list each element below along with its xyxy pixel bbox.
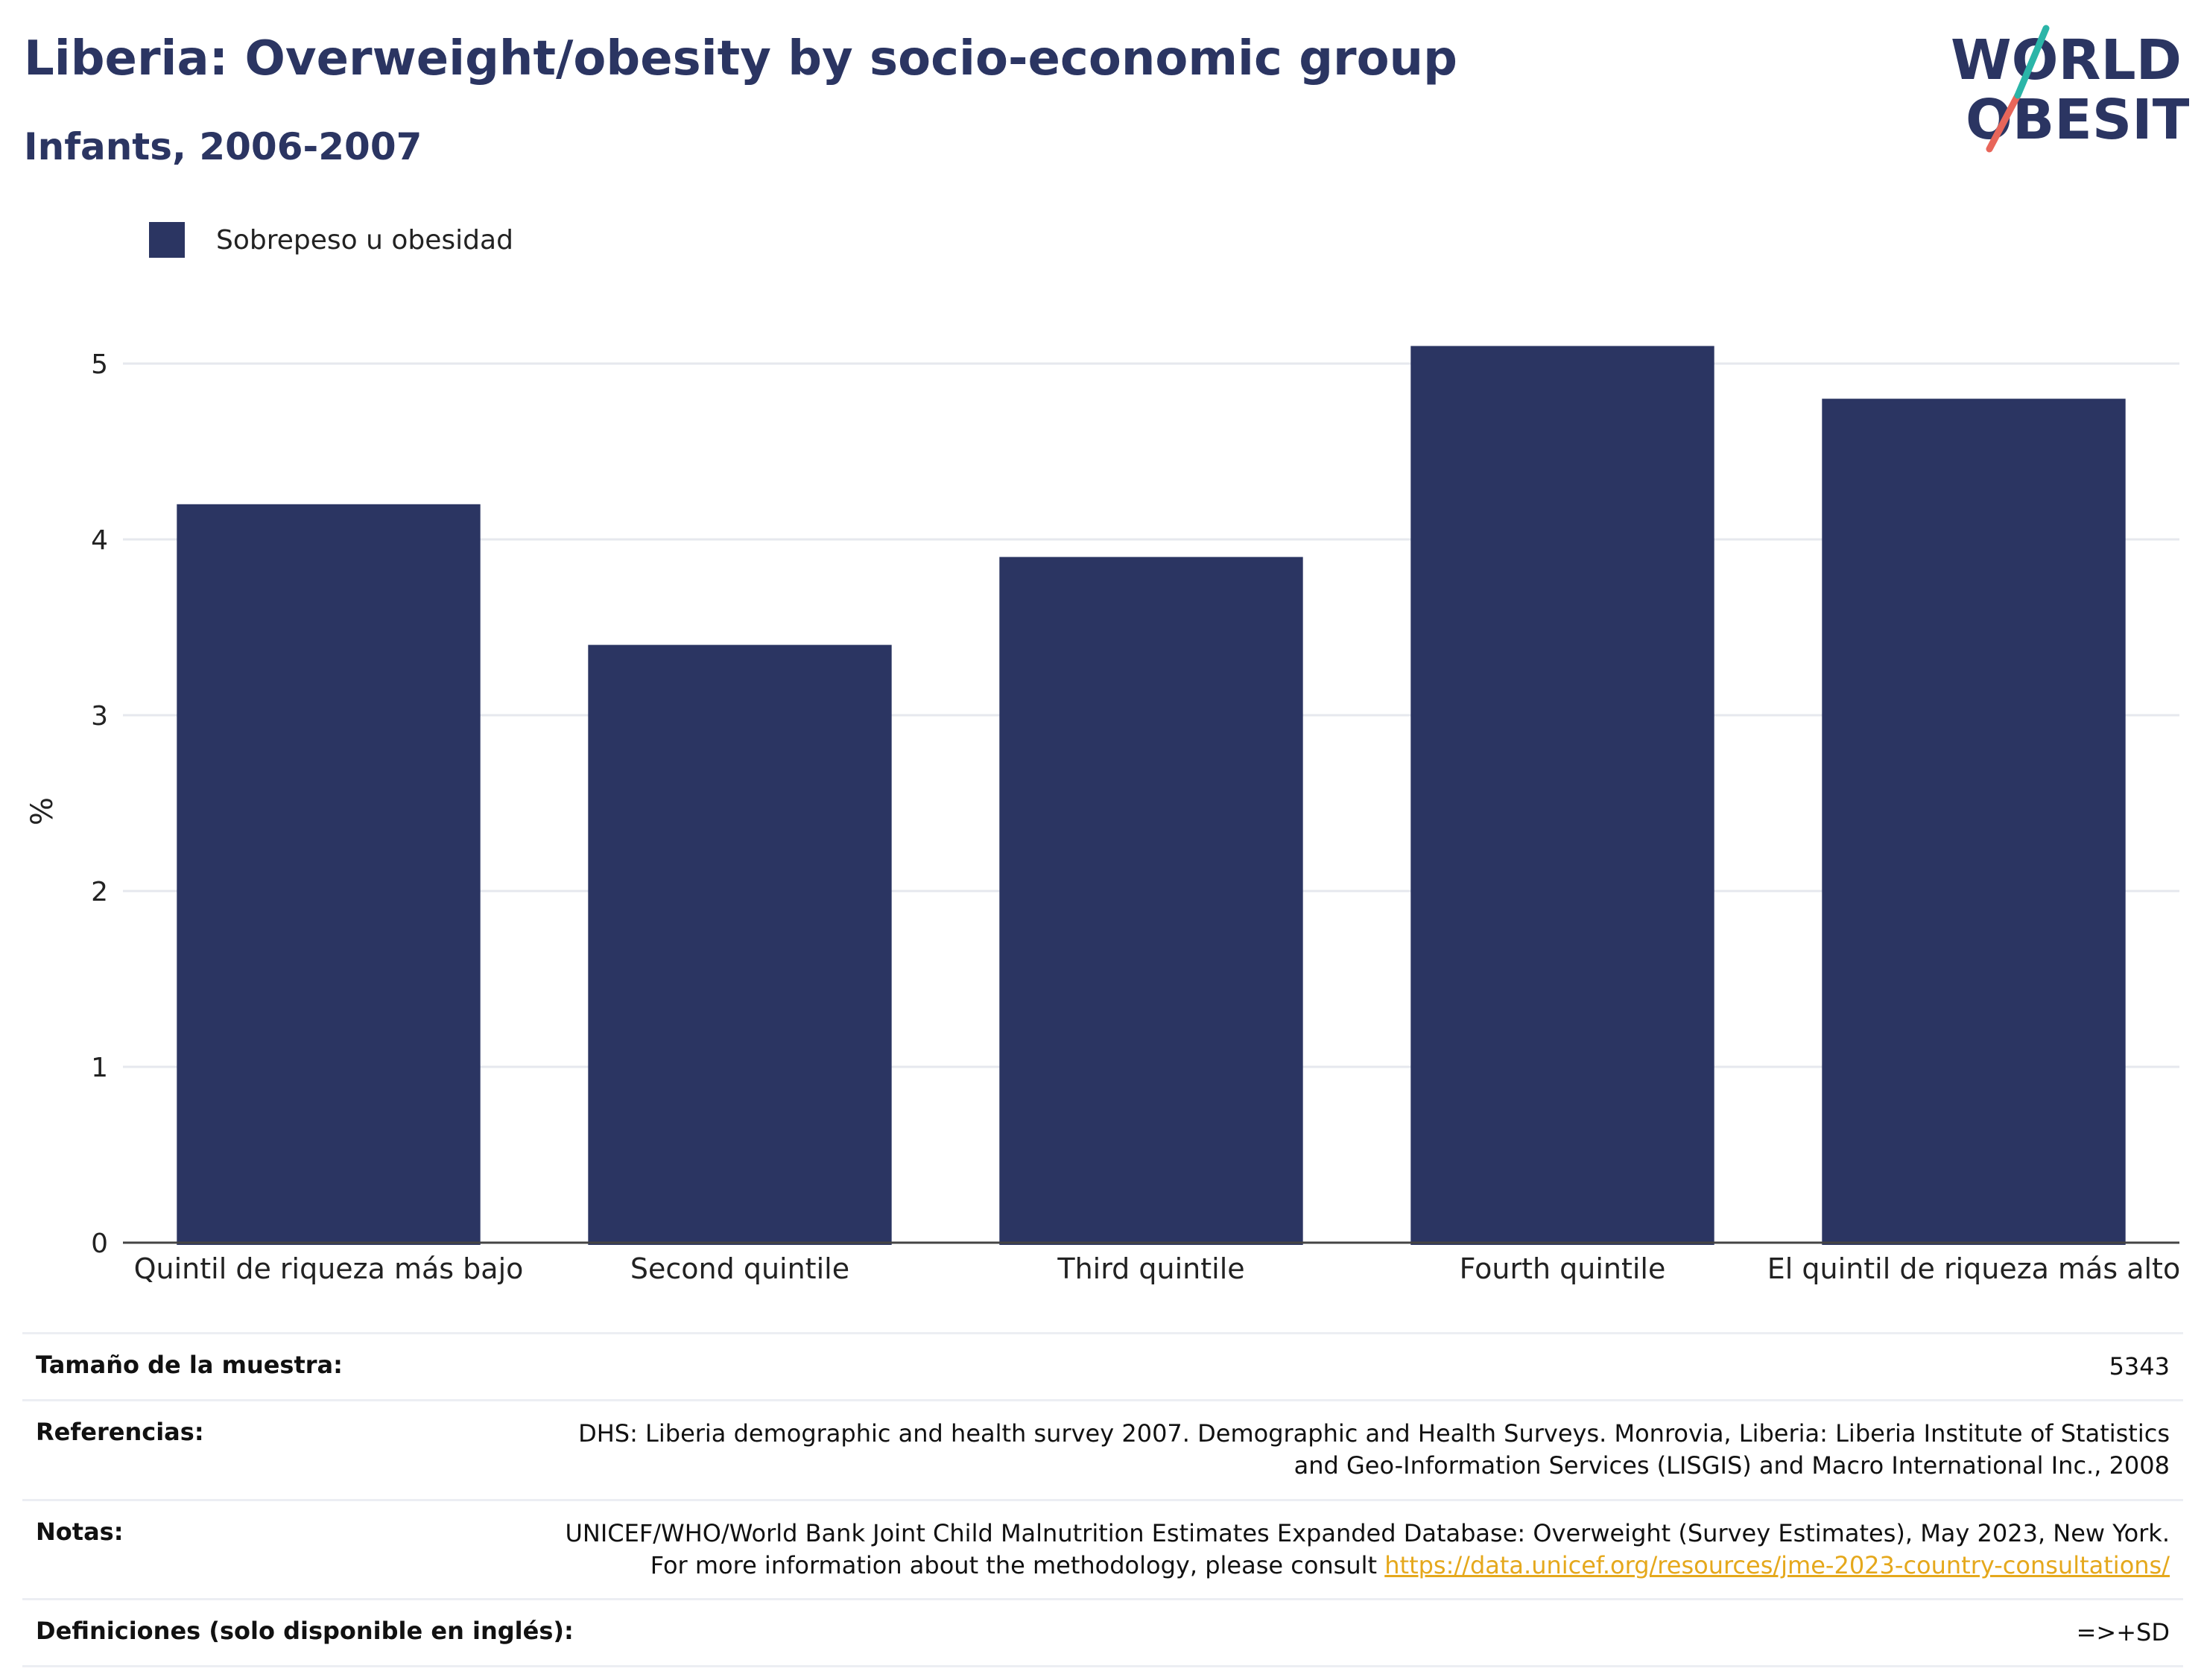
sample-size-row: Tamaño de la muestra: 5343 <box>22 1332 2183 1399</box>
world-obesity-logo: WORLD OBESITY <box>1951 25 2189 153</box>
bar <box>177 504 481 1245</box>
chart-title: Liberia: Overweight/obesity by socio-eco… <box>24 31 1457 86</box>
references-row: Referencias: DHS: Liberia demographic an… <box>22 1399 2183 1498</box>
y-tick-label: 4 <box>91 525 108 556</box>
y-tick-label: 5 <box>91 349 108 380</box>
notes-link[interactable]: https://data.unicef.org/resources/jme-20… <box>1384 1550 2170 1579</box>
y-tick-label: 2 <box>91 877 108 907</box>
x-tick-label: Fourth quintile <box>1460 1252 1666 1285</box>
logo-line1: WORLD <box>1951 28 2182 92</box>
x-tick-label: Quintil de riqueza más bajo <box>134 1252 524 1285</box>
definitions-value: =>+SD <box>2076 1617 2170 1646</box>
legend-swatch <box>149 222 185 258</box>
definitions-row: Definiciones (solo disponible en inglés)… <box>22 1597 2183 1668</box>
notes-value: UNICEF/WHO/World Bank Joint Child Malnut… <box>545 1518 2170 1582</box>
bar <box>1410 346 1714 1245</box>
chart-subtitle: Infants, 2006-2007 <box>24 125 422 168</box>
references-value: DHS: Liberia demographic and health surv… <box>578 1419 2170 1480</box>
info-table: Tamaño de la muestra: 5343 Referencias: … <box>22 1332 2183 1668</box>
notes-row: Notas: UNICEF/WHO/World Bank Joint Child… <box>22 1498 2183 1598</box>
references-label: Referencias: <box>36 1418 204 1447</box>
bar <box>999 557 1303 1245</box>
notes-text: UNICEF/WHO/World Bank Joint Child Malnut… <box>565 1518 2170 1579</box>
x-tick-label: Second quintile <box>630 1252 849 1285</box>
y-axis-label: % <box>25 797 60 825</box>
y-tick-label: 1 <box>91 1053 108 1083</box>
definitions-label: Definiciones (solo disponible en inglés)… <box>36 1616 574 1645</box>
chart-legend: Sobrepeso u obesidad <box>149 222 513 258</box>
sample-size-label: Tamaño de la muestra: <box>36 1351 343 1379</box>
notes-label: Notas: <box>36 1517 124 1546</box>
bar <box>1822 399 2126 1246</box>
legend-label: Sobrepeso u obesidad <box>216 224 513 256</box>
sample-size-value: 5343 <box>2109 1352 2170 1381</box>
x-tick-label: El quintil de riqueza más alto <box>1767 1252 2180 1285</box>
x-tick-label: Third quintile <box>1057 1252 1244 1285</box>
bar-chart: 0 1 2 3 4 5% Quintil de riqueza más bajo Second… <box>25 346 2180 1285</box>
y-tick-label: 0 <box>91 1229 108 1259</box>
bar <box>588 644 892 1245</box>
y-tick-label: 3 <box>91 701 108 732</box>
